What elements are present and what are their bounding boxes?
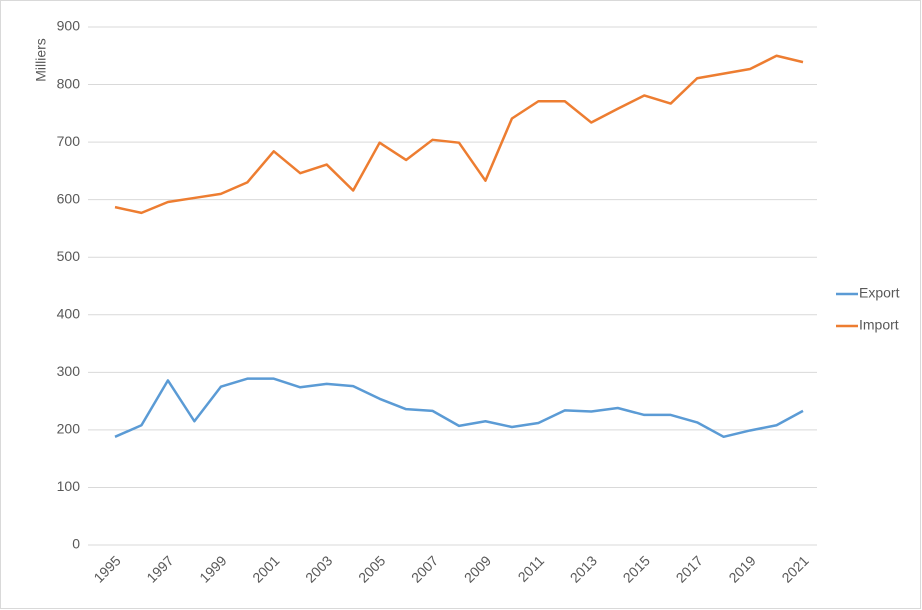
- y-tick-label: 100: [57, 478, 81, 494]
- y-tick-label: 600: [57, 190, 81, 206]
- y-tick-label: 400: [57, 305, 81, 321]
- y-tick-label: 700: [57, 133, 81, 149]
- y-tick-label: 900: [57, 18, 81, 34]
- y-tick-label: 200: [57, 421, 81, 437]
- y-tick-label: 0: [72, 536, 80, 552]
- y-tick-label: 800: [57, 75, 81, 91]
- legend-label: Import: [859, 317, 899, 333]
- y-tick-label: 500: [57, 248, 81, 264]
- line-series: [114, 377, 804, 439]
- y-tick-label: 300: [57, 363, 81, 379]
- legend-label: Export: [859, 285, 900, 301]
- y-axis-label: Milliers: [33, 38, 49, 82]
- line-series: [114, 54, 804, 215]
